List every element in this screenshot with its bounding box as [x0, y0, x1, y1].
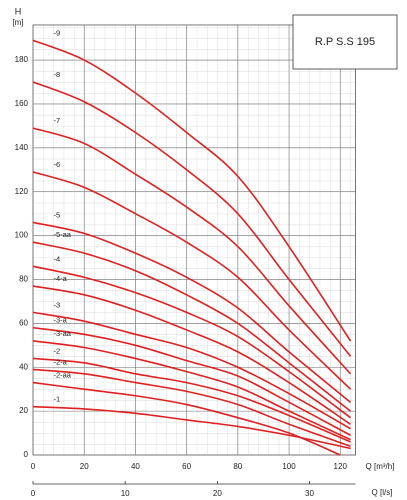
- pump-curve: [32, 285, 351, 425]
- pump-curve: [32, 39, 352, 342]
- x-tick-label: 40: [131, 462, 140, 471]
- pump-curve: [32, 171, 352, 390]
- curve-label: -3-aa: [53, 329, 71, 338]
- curve-label: -3-a: [53, 316, 67, 325]
- x2-tick-label: 20: [213, 489, 222, 498]
- x2-tick-label: 30: [305, 489, 314, 498]
- curve-label: -4: [53, 254, 60, 263]
- curve-label: -1: [53, 395, 60, 404]
- pump-curve: [32, 81, 352, 357]
- y-tick-label: 160: [15, 99, 29, 108]
- y-tick-label: 0: [24, 450, 29, 459]
- curve-label: -8: [53, 70, 60, 79]
- pump-curve: [32, 127, 352, 375]
- x-tick-label: 20: [80, 462, 89, 471]
- x-tick-label: 60: [182, 462, 191, 471]
- pump-curve: [32, 340, 351, 441]
- y-tick-label: 100: [15, 231, 29, 240]
- y-axis-label: H: [15, 6, 22, 16]
- curve-label: -3: [53, 300, 60, 309]
- pump-curve: [32, 265, 351, 419]
- x2-axis-label: Q [l/s]: [372, 488, 393, 497]
- x-axis-label: Q [m³/h]: [366, 462, 395, 471]
- pump-curve: [32, 221, 351, 403]
- chart-title: R.P S.S 195: [315, 36, 375, 48]
- y-tick-label: 60: [19, 318, 28, 327]
- curve-label: -4-a: [53, 274, 67, 283]
- y-tick-label: 140: [15, 143, 29, 152]
- x-tick-label: 80: [233, 462, 242, 471]
- pump-curve: [32, 311, 351, 430]
- curve-label: -6: [53, 160, 60, 169]
- y-tick-label: 80: [19, 275, 28, 284]
- x2-tick-label: 10: [121, 489, 130, 498]
- curve-label: -5: [53, 210, 60, 219]
- title-box: [292, 14, 398, 70]
- plot-area: [32, 24, 357, 456]
- curve-label: -2: [53, 346, 60, 355]
- pump-curve: [32, 357, 351, 443]
- x-tick-label: 100: [282, 462, 296, 471]
- curve-label: -9: [53, 28, 60, 37]
- curve-label: -2-a: [53, 357, 67, 366]
- x-tick-label: 0: [31, 462, 36, 471]
- x2-tick-label: 0: [31, 489, 36, 498]
- y-tick-label: 120: [15, 187, 29, 196]
- curve-label: -2-aa: [53, 371, 71, 380]
- y-tick-label: 40: [19, 362, 28, 371]
- x-tick-label: 120: [334, 462, 348, 471]
- y-tick-label: 180: [15, 55, 29, 64]
- curve-label: -7: [53, 116, 60, 125]
- pump-curve: [32, 368, 351, 447]
- y-axis-unit: [m]: [12, 18, 23, 27]
- curve-label: -5-aa: [53, 230, 71, 239]
- y-tick-label: 20: [19, 406, 28, 415]
- pump-curve: [32, 405, 351, 450]
- pump-curve: [32, 326, 351, 436]
- pump-curve: [32, 241, 351, 412]
- pump-curve: [32, 381, 341, 456]
